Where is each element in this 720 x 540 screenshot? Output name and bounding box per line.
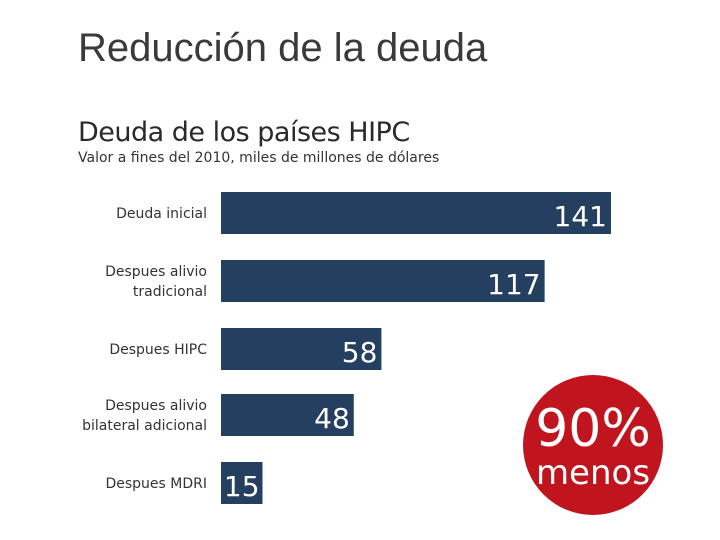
bar-2 — [221, 260, 545, 302]
bar-value-label-1: 141 — [554, 200, 607, 233]
bar-4 — [221, 394, 354, 436]
bar-value-label-2: 117 — [487, 268, 540, 301]
bar-value-label-3: 58 — [342, 336, 378, 369]
category-label-3: Despues HIPC — [109, 342, 207, 358]
chart-subtitle: Valor a fines del 2010, miles de millone… — [78, 150, 440, 166]
category-label-2: Despues alivio tradicional — [105, 264, 207, 300]
page-title: Reducción de la deuda — [78, 26, 488, 70]
reduction-badge: 90% menos — [523, 375, 663, 515]
badge-percent: 90% — [535, 399, 651, 459]
category-label-1: Deuda inicial — [116, 206, 207, 222]
bar-value-label-5: 15 — [224, 470, 260, 503]
bar-1 — [221, 192, 611, 234]
bar-5 — [221, 462, 263, 504]
category-label-5: Despues MDRI — [105, 476, 207, 492]
badge-word: menos — [535, 453, 651, 493]
bar-value-label-4: 48 — [314, 402, 350, 435]
bar-3 — [221, 328, 382, 370]
chart-title: Deuda de los países HIPC — [78, 117, 410, 148]
category-label-4: Despues alivio bilateral adicional — [82, 398, 207, 434]
